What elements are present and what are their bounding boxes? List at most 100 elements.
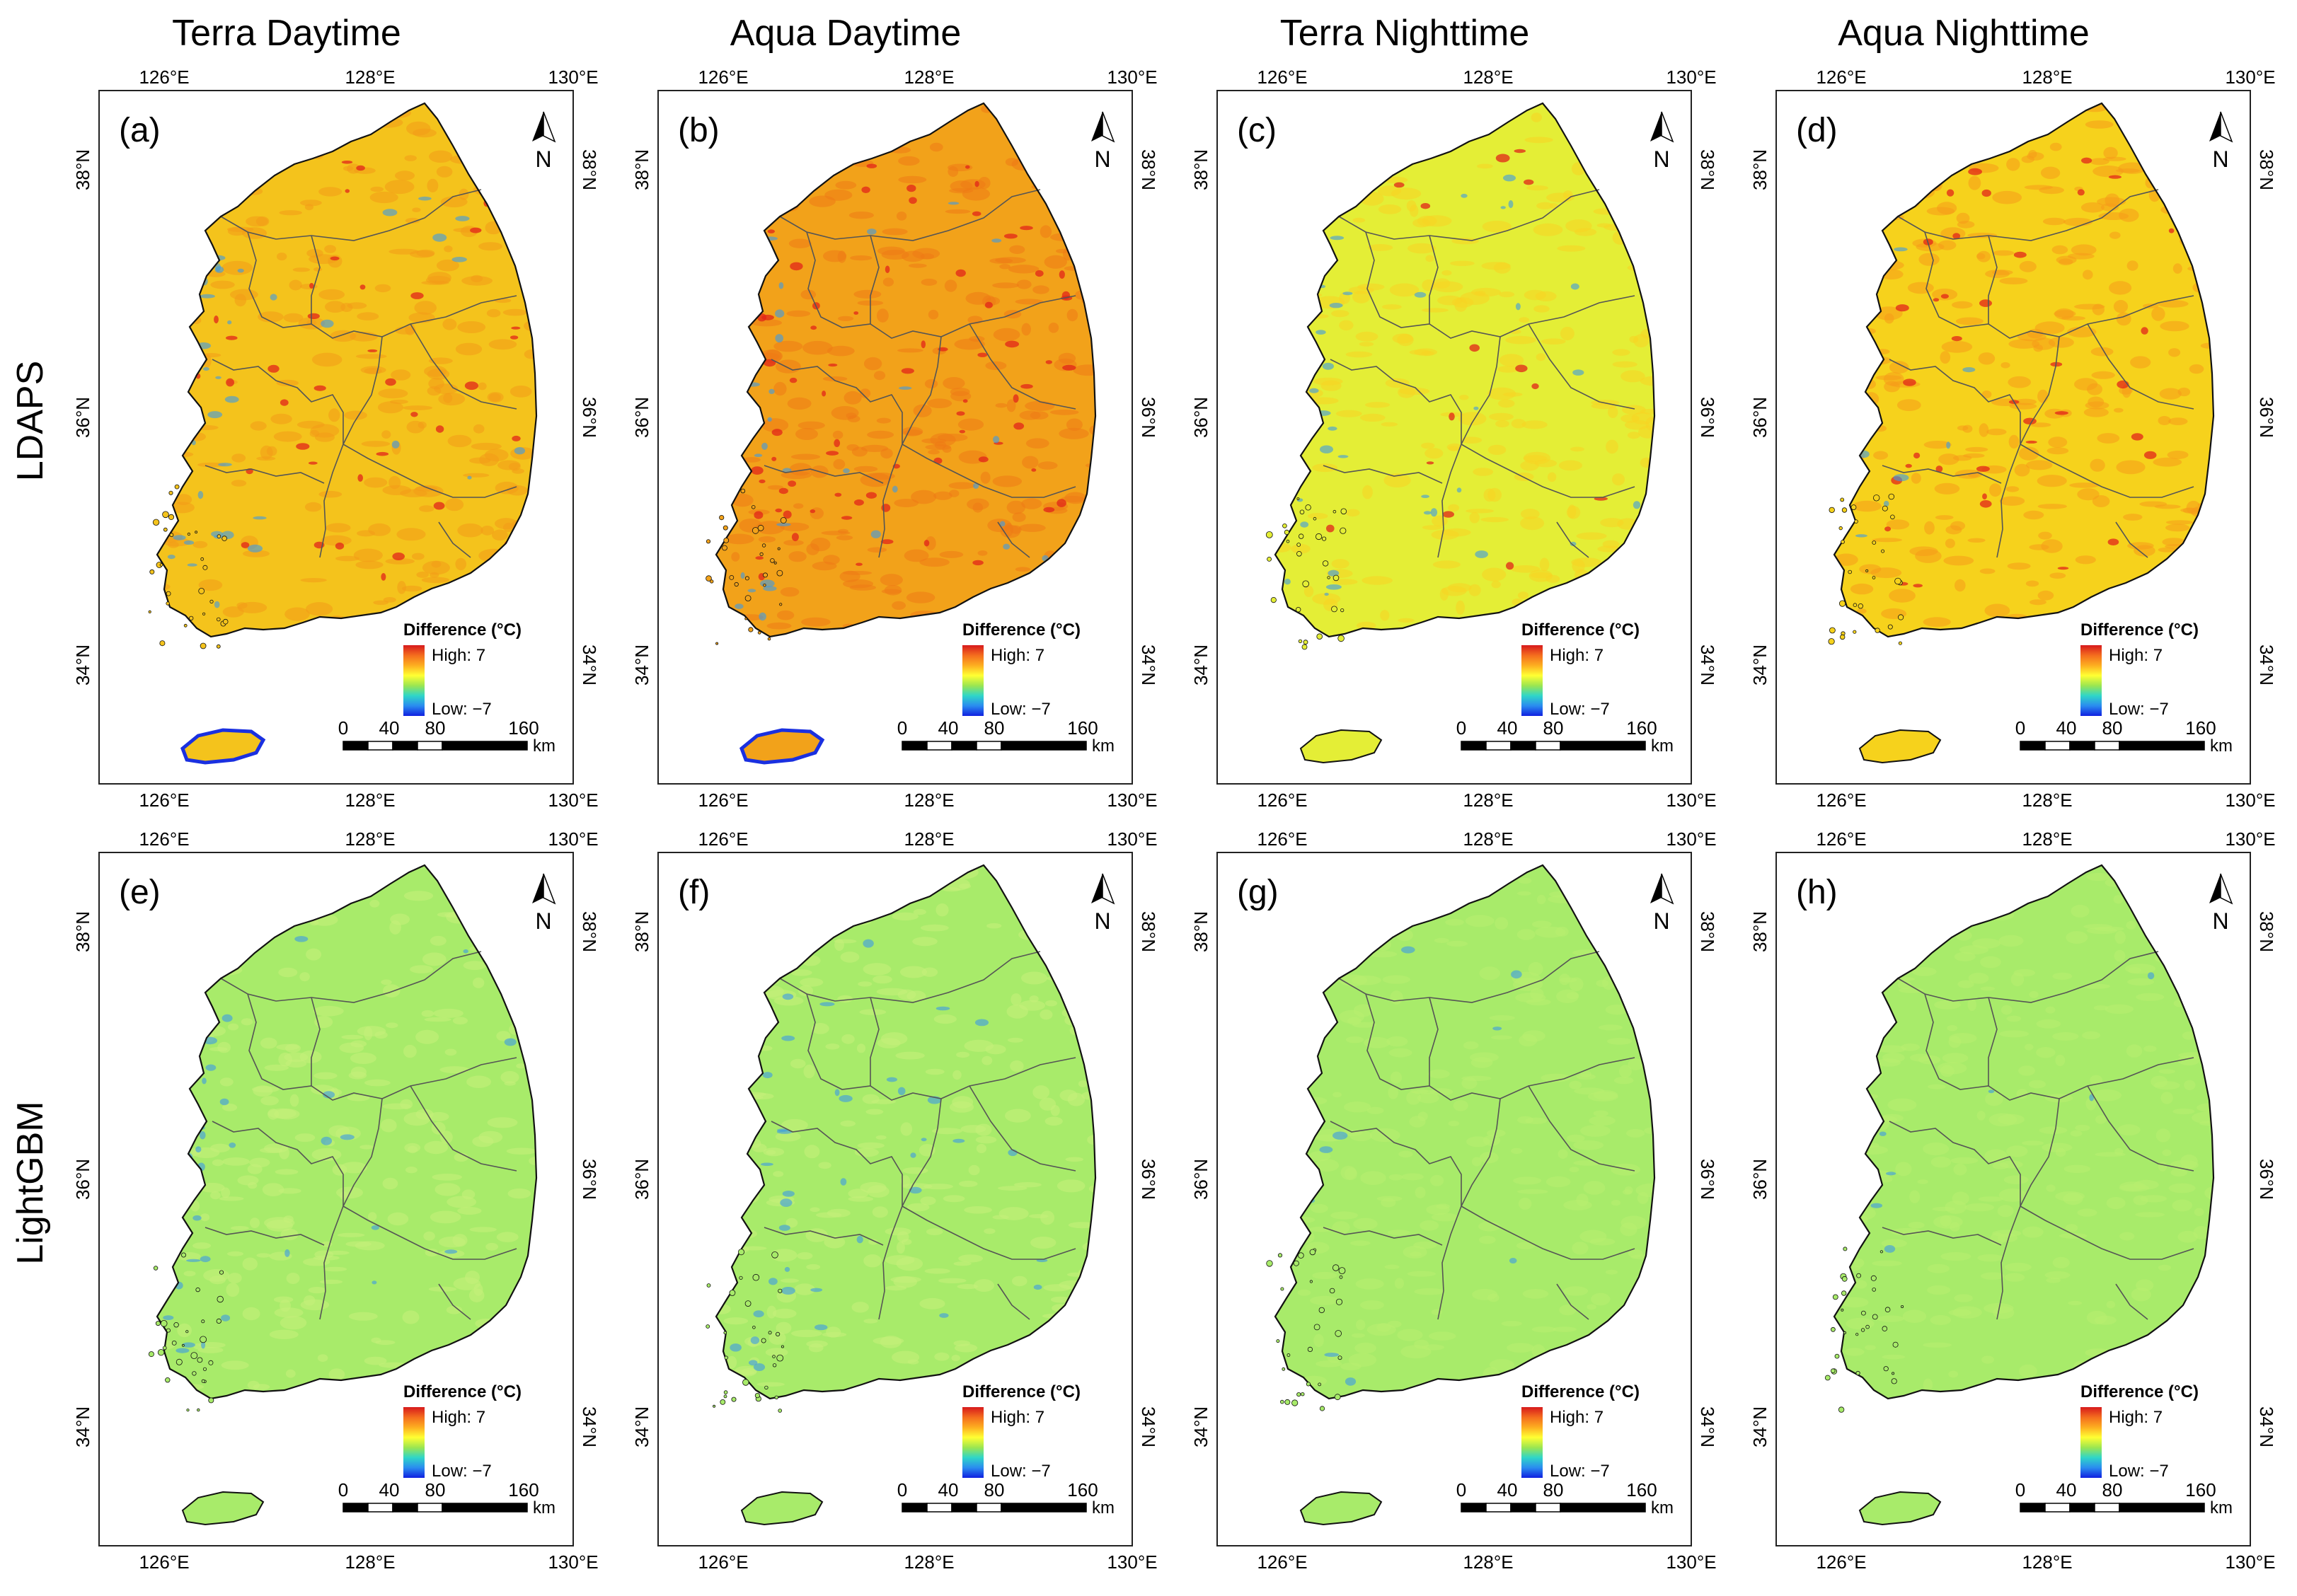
lon-tick-top: 126°E [1257,66,1307,88]
province-boundary [220,951,482,1003]
jeju-island [1299,729,1383,764]
province-boundary [1897,189,2159,241]
province-boundary [902,1205,1076,1260]
north-label: N [1653,908,1669,934]
province-boundary [2020,1205,2194,1260]
lat-tick-left: 34°N [1190,1406,1211,1447]
lat-tick-right: 34°N [1697,644,1718,686]
province-boundary [1461,444,1635,498]
scale-tick: 40 [1497,717,1518,739]
panel-label: (d) [1796,112,1838,149]
lat-tick-right: 34°N [2256,1406,2277,1447]
lat-tick-left: 38°N [72,911,93,952]
province-boundary [870,235,880,324]
province-boundary [1338,189,1600,241]
jeju-island [181,1491,265,1526]
lon-tick-top: 130°E [1107,828,1157,850]
north-arrow-icon: N [1091,873,1115,934]
province-boundary [247,993,517,1101]
lat-tick-left: 36°N [1190,1159,1211,1200]
scale-tick: 80 [1543,717,1564,739]
province-boundary [205,1227,325,1246]
lon-tick-top: 130°E [2225,828,2275,850]
lat-tick-right: 34°N [1697,1406,1718,1447]
lat-tick-left: 36°N [1190,397,1211,438]
scale-tick: 80 [425,1479,446,1500]
lon-tick-bottom: 130°E [2225,1551,2275,1573]
lon-tick-top: 128°E [2022,828,2072,850]
legend-color-ramp [2080,645,2102,716]
scale-tick: 80 [1543,1479,1564,1500]
legend-high-label: High: 7 [2109,646,2163,665]
lon-tick-top: 130°E [548,66,598,88]
province-boundary [1323,1227,1443,1246]
scale-tick: 80 [2102,717,2123,739]
scale-tick: 0 [897,717,907,739]
province-boundary [1924,993,2194,1101]
scale-tick: 40 [938,1479,959,1500]
legend-title: Difference (°C) [962,620,1081,640]
province-boundary [1897,951,2159,1003]
lon-tick-bottom: 128°E [1463,1551,1513,1573]
lat-tick-left: 34°N [1749,644,1771,686]
legend-high-label: High: 7 [991,1408,1044,1427]
lon-tick-top: 126°E [698,828,748,850]
lat-tick-left: 36°N [1749,1159,1771,1200]
legend-low-label: Low: −7 [432,700,492,719]
lon-tick-bottom: 126°E [1816,790,1866,811]
province-boundary [438,1283,471,1320]
lon-tick-top: 126°E [139,828,189,850]
lon-tick-top: 130°E [1666,828,1716,850]
province-boundary [1429,997,1439,1086]
map-panel-a: (a) N Difference (°C) High: 7 Low: −7 0 40 80 16… [72,66,600,811]
legend: Difference (°C) High: 7 Low: −7 [2080,620,2199,719]
lat-tick-left: 34°N [1749,1406,1771,1447]
province-boundary [342,1205,517,1260]
province-boundary [1889,359,2021,444]
north-arrow-icon: N [1091,111,1115,172]
lon-tick-bottom: 130°E [548,790,598,811]
legend-low-label: Low: −7 [991,700,1051,719]
column-title-terra-nighttime: Terra Nighttime [1280,13,1530,54]
province-boundary [806,993,1076,1101]
lon-tick-bottom: 128°E [1463,790,1513,811]
province-boundary [997,521,1030,558]
coastline [1833,864,2215,1400]
column-title-aqua-nighttime: Aqua Nighttime [1838,13,2090,54]
province-boundary [2020,444,2194,498]
lon-tick-top: 126°E [1257,828,1307,850]
lat-tick-left: 34°N [631,644,652,686]
lat-tick-right: 38°N [1138,149,1159,190]
province-boundary [771,1121,903,1206]
scale-tick: 160 [508,1479,539,1500]
scale-tick: 0 [338,717,348,739]
map-panel-d: (d) N Difference (°C) High: 7 Low: −7 0 40 80 16… [1749,66,2277,811]
province-boundary [779,189,1041,241]
lat-tick-left: 38°N [1190,149,1211,190]
north-label: N [535,908,551,934]
lon-tick-bottom: 126°E [698,1551,748,1573]
scale-unit: km [1651,1498,1674,1517]
panel-label: (e) [119,874,161,911]
province-boundary [212,359,344,444]
scale-unit: km [533,1498,555,1517]
scale-tick: 0 [897,1479,907,1500]
lat-tick-right: 36°N [2256,1159,2277,1200]
map-panel-c: (c) N Difference (°C) High: 7 Low: −7 0 40 80 16… [1190,66,1718,811]
province-boundary [764,465,884,484]
lat-tick-right: 38°N [2256,149,2277,190]
scale-tick: 40 [379,1479,400,1500]
legend-title: Difference (°C) [403,620,522,640]
lon-tick-top: 130°E [1666,66,1716,88]
coastline [1833,102,2215,638]
coastline [156,102,538,638]
province-boundary [1556,521,1589,558]
map-panel-e: (e) N Difference (°C) High: 7 Low: −7 0 40 80 16… [72,828,600,1573]
column-titles: Terra Daytime Aqua Daytime Terra Nightti… [172,13,2090,54]
scale-tick: 0 [2015,1479,2025,1500]
lon-tick-bottom: 126°E [1816,1551,1866,1573]
lat-tick-right: 36°N [1138,1159,1159,1200]
lon-tick-top: 128°E [345,828,395,850]
